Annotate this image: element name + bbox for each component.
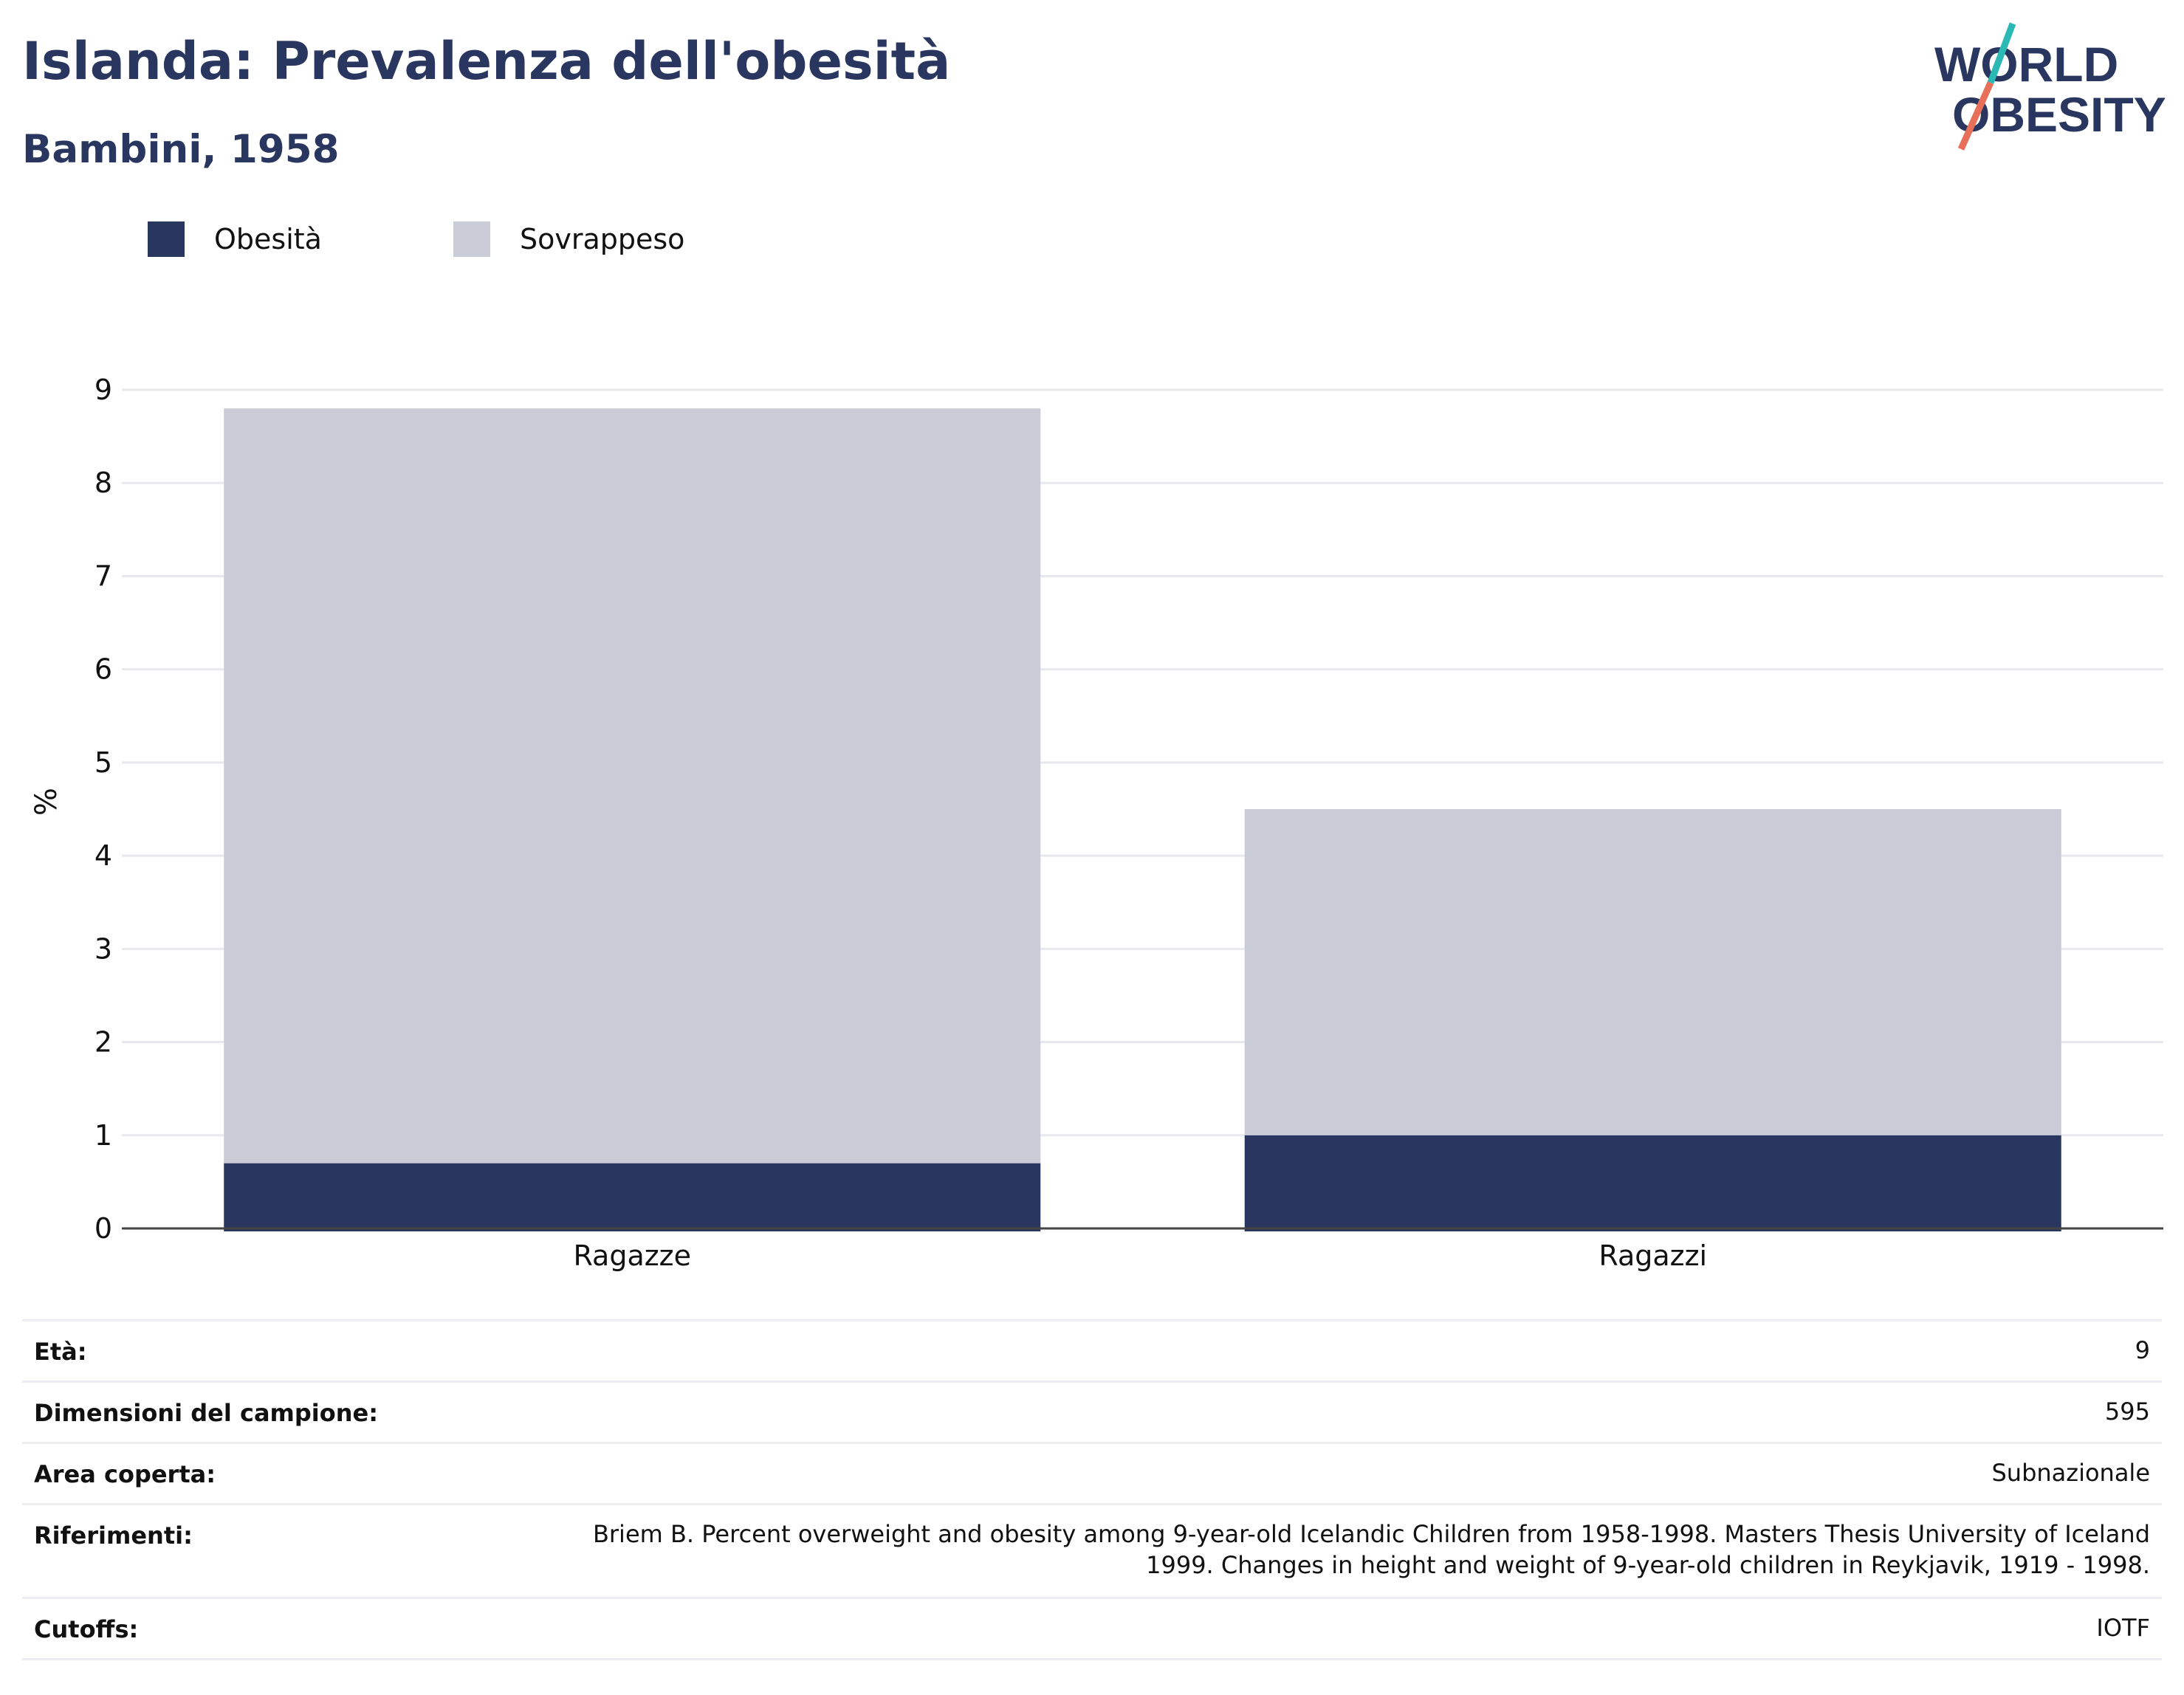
- y-tick-label: 9: [95, 374, 112, 406]
- legend-swatch-sovrappeso: [453, 221, 490, 257]
- x-tick-label: Ragazzi: [1598, 1240, 1707, 1272]
- y-tick-label: 3: [95, 932, 112, 965]
- info-label-riferimenti: Riferimenti:: [34, 1522, 193, 1550]
- y-tick-label: 7: [95, 560, 112, 592]
- riferimenti-line-2: 1999. Changes in height and weight of 9-…: [1146, 1551, 2150, 1579]
- info-value-area: Subnazionale: [1991, 1459, 2150, 1487]
- info-table: Età: 9 Dimensioni del campione: 595 Area…: [22, 1319, 2162, 1660]
- y-tick-label: 6: [95, 653, 112, 686]
- riferimenti-line-1: Briem B. Percent overweight and obesity …: [592, 1520, 2150, 1548]
- y-tick-label: 2: [95, 1026, 112, 1059]
- bar-chart: 0 1 2 3 4 5 6 7 8 9% Ragazze Ragazzi: [30, 374, 2163, 1272]
- y-tick-label: 1: [95, 1119, 112, 1152]
- info-value-cutoffs: IOTF: [2096, 1614, 2150, 1642]
- info-row-area: Area coperta: Subnazionale: [22, 1442, 2162, 1503]
- info-value-eta: 9: [2135, 1336, 2150, 1364]
- y-tick-label: 4: [95, 839, 112, 872]
- y-axis-label: %: [30, 788, 63, 816]
- info-value-riferimenti: Briem B. Percent overweight and obesity …: [593, 1519, 2150, 1581]
- logo-word-world: WORLD: [1934, 37, 2118, 92]
- y-tick-label: 8: [95, 467, 112, 499]
- bar-sovrappeso: [1244, 809, 2061, 1135]
- info-row-riferimenti: Riferimenti: Briem B. Percent overweight…: [22, 1503, 2162, 1597]
- page-title: Islanda: Prevalenza dell'obesità: [22, 31, 951, 92]
- page-subtitle: Bambini, 1958: [22, 127, 340, 172]
- legend-label-sovrappeso: Sovrappeso: [520, 223, 685, 255]
- bar-obesita: [224, 1163, 1041, 1231]
- y-tick-label: 5: [95, 746, 112, 779]
- info-row-eta: Età: 9: [22, 1319, 2162, 1381]
- y-tick-label: 0: [95, 1212, 112, 1245]
- info-label-campione: Dimensioni del campione:: [34, 1399, 379, 1427]
- info-value-campione: 595: [2104, 1397, 2150, 1426]
- bar-obesita: [1244, 1135, 2061, 1231]
- info-label-eta: Età:: [34, 1338, 87, 1366]
- info-label-area: Area coperta:: [34, 1460, 216, 1488]
- bar-sovrappeso: [224, 408, 1041, 1163]
- world-obesity-logo: WORLD OBESITY: [1934, 22, 2166, 151]
- info-label-cutoffs: Cutoffs:: [34, 1615, 139, 1643]
- info-row-campione: Dimensioni del campione: 595: [22, 1381, 2162, 1442]
- logo-slash-top: [1987, 22, 2016, 84]
- legend-label-obesita: Obesità: [214, 223, 322, 255]
- logo-slash-bottom: [1957, 81, 1994, 151]
- info-row-cutoffs: Cutoffs: IOTF: [22, 1597, 2162, 1660]
- x-tick-label: Ragazze: [573, 1240, 691, 1272]
- legend-swatch-obesita: [148, 221, 185, 257]
